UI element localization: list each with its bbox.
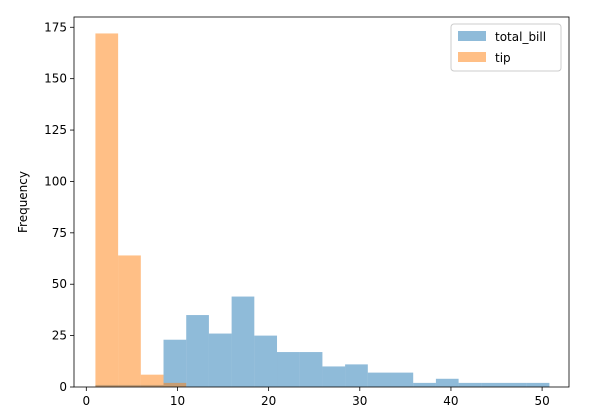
bar-total-bill-3 bbox=[163, 339, 187, 387]
bar-total-bill-7 bbox=[254, 335, 278, 387]
bar-tip-1 bbox=[118, 255, 141, 387]
y-axis: 0 25 50 75 100 125 150 175 bbox=[44, 20, 74, 394]
legend-swatch-tip bbox=[458, 52, 486, 62]
y-tick-label-100: 100 bbox=[44, 174, 67, 188]
bar-total-bill-5 bbox=[208, 333, 232, 387]
legend-label-tip: tip bbox=[495, 51, 511, 65]
bar-total-bill-17 bbox=[481, 382, 505, 387]
bar-total-bill-14 bbox=[413, 382, 436, 387]
y-tick-label-50: 50 bbox=[52, 277, 67, 291]
x-axis: 0 10 20 30 40 50 bbox=[82, 387, 550, 408]
x-tick-label-0: 0 bbox=[82, 394, 90, 408]
x-tick-label-20: 20 bbox=[261, 394, 276, 408]
bar-total-bill-9 bbox=[299, 352, 323, 387]
y-tick-label-0: 0 bbox=[59, 380, 67, 394]
bar-total-bill-19 bbox=[526, 382, 550, 387]
y-tick-label-125: 125 bbox=[44, 123, 67, 137]
bars-layer bbox=[95, 33, 550, 387]
y-tick-label-175: 175 bbox=[44, 20, 67, 34]
bar-total-bill-12 bbox=[367, 372, 391, 387]
plot-area-frame bbox=[73, 16, 570, 388]
bar-total-bill-18 bbox=[504, 382, 527, 387]
legend-label-total-bill: total_bill bbox=[495, 30, 546, 44]
bar-total-bill-15 bbox=[435, 378, 459, 387]
y-axis-label: Frequency bbox=[16, 171, 30, 233]
bar-total-bill-10 bbox=[322, 366, 346, 387]
bar-tip-3 bbox=[163, 382, 187, 387]
bar-total-bill-6 bbox=[231, 296, 255, 387]
bar-tip-0 bbox=[95, 33, 119, 387]
legend: total_bill tip bbox=[450, 23, 562, 72]
x-tick-label-10: 10 bbox=[170, 394, 185, 408]
bar-total-bill-13 bbox=[390, 372, 414, 387]
y-tick-label-150: 150 bbox=[44, 72, 67, 86]
y-tick-label-75: 75 bbox=[52, 226, 67, 240]
legend-swatch-total-bill bbox=[458, 31, 486, 41]
bar-tip-2 bbox=[140, 374, 164, 387]
x-tick-label-40: 40 bbox=[443, 394, 458, 408]
bar-total-bill-11 bbox=[345, 364, 368, 387]
bar-total-bill-4 bbox=[186, 315, 209, 387]
bar-total-bill-16 bbox=[458, 382, 482, 387]
x-tick-label-30: 30 bbox=[352, 394, 367, 408]
x-tick-label-50: 50 bbox=[534, 394, 549, 408]
y-tick-label-25: 25 bbox=[52, 329, 67, 343]
bar-total-bill-8 bbox=[277, 352, 300, 387]
